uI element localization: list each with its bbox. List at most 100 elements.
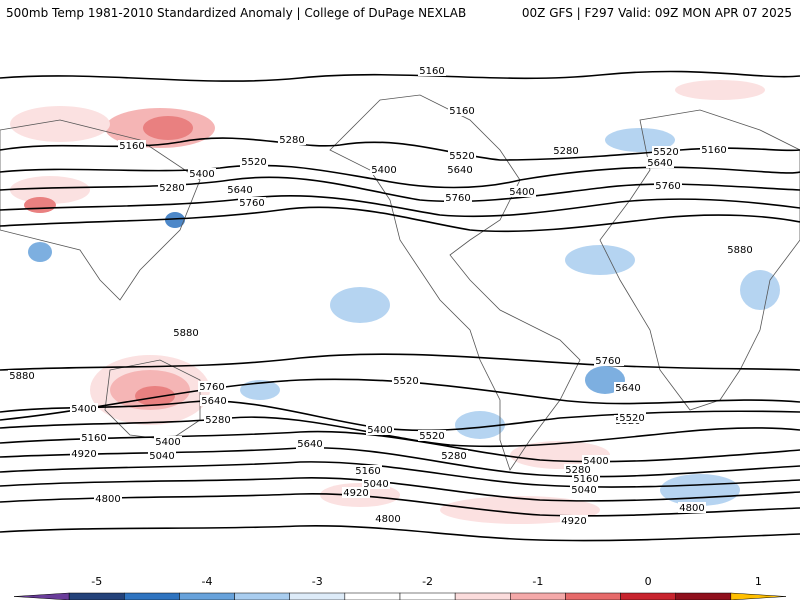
- contour-label-bg: [240, 156, 268, 167]
- contour-label-bg: [726, 244, 754, 255]
- contour-label: 5160: [119, 141, 144, 152]
- contour-label: 5280: [279, 135, 304, 146]
- contour-label: 5760: [239, 198, 264, 209]
- asia-outline: [0, 119, 201, 301]
- contour-label-bg: [374, 513, 402, 524]
- contour-label: 5160: [701, 145, 726, 156]
- contour-label-bg: [418, 430, 446, 441]
- contour-label-bg: [238, 197, 266, 208]
- colorbar-segment: [399, 592, 456, 601]
- contour-5760-south: [0, 378, 800, 421]
- contour-label: 5520: [393, 376, 418, 387]
- contour-label-bg: [278, 134, 306, 145]
- colorbar-segment: [124, 592, 180, 601]
- contour-label-bg: [654, 180, 682, 191]
- contour-label: 5520: [419, 431, 444, 442]
- contour-label-bg: [204, 414, 232, 425]
- colorbar-tick-label: -4: [202, 575, 213, 588]
- colorbar-segment: [675, 592, 732, 601]
- contour-label: 5640: [227, 185, 252, 196]
- contour-label-bg: [226, 184, 254, 195]
- contour-label-bg: [618, 412, 646, 423]
- contour-label-bg: [614, 382, 642, 393]
- contour-label: 5520: [619, 413, 644, 424]
- contour-label: 4920: [561, 516, 586, 527]
- contour-5400: [0, 164, 800, 189]
- contour-label-bg: [158, 182, 186, 193]
- contour-label-bg: [508, 186, 536, 197]
- contour-label-bg: [188, 168, 216, 179]
- contour-label: 5520: [449, 151, 474, 162]
- contour-label-bg: [148, 450, 176, 461]
- contour-label-bg: [552, 145, 580, 156]
- contour-label-bg: [70, 403, 98, 414]
- contour-label: 5640: [447, 165, 472, 176]
- contour-label: 4800: [95, 494, 120, 505]
- contour-label: 4800: [679, 503, 704, 514]
- contour-label-bg: [392, 375, 420, 386]
- contour-label-bg: [362, 478, 390, 489]
- contour-label: 5880: [9, 371, 34, 382]
- contour-5640: [0, 194, 800, 218]
- contour-label-bg: [448, 105, 476, 116]
- colorbar-tick-label: -2: [422, 575, 433, 588]
- contour-label-bg: [448, 150, 476, 161]
- contour-label: 5400: [371, 165, 396, 176]
- contour-5280-south: [0, 446, 800, 478]
- contour-label-bg: [446, 164, 474, 175]
- contour-label: 5160: [573, 474, 598, 485]
- contour-label-bg: [80, 432, 108, 443]
- contour-5280: [0, 137, 800, 161]
- contour-label: 5160: [355, 466, 380, 477]
- contour-label-bg: [700, 144, 728, 155]
- contour-label: 5280: [159, 183, 184, 194]
- contour-label: 5160: [419, 66, 444, 77]
- contour-5160-south: [0, 461, 800, 488]
- contour-label: 5640: [615, 383, 640, 394]
- contour-label-bg: [652, 146, 680, 157]
- contour-5880: [0, 353, 800, 371]
- contour-label: 5640: [647, 158, 672, 169]
- colorbar-segment: [344, 592, 401, 601]
- contour-label-bg: [594, 355, 622, 366]
- contour-label-bg: [418, 65, 446, 76]
- contour-4920-south: [0, 493, 800, 517]
- contour-label-bg: [70, 448, 98, 459]
- contour-label: 5760: [595, 356, 620, 367]
- contour-label: 5760: [655, 181, 680, 192]
- contour-label-bg: [154, 436, 182, 447]
- contour-label: 5040: [571, 485, 596, 496]
- colorbar-end-arrow-low: [13, 592, 70, 601]
- contour-label: 5280: [565, 465, 590, 476]
- contour-label: 4920: [71, 449, 96, 460]
- contour-label-bg: [200, 395, 228, 406]
- contour-label-bg: [678, 502, 706, 513]
- contour-label: 5760: [445, 193, 470, 204]
- australia-outline: [104, 359, 201, 441]
- colorbar-segment: [234, 592, 290, 601]
- contour-label: 5280: [553, 146, 578, 157]
- contour-label: 5640: [201, 396, 226, 407]
- contour-label-bg: [118, 140, 146, 151]
- contour-label: 5400: [367, 425, 392, 436]
- contour-label: 5520: [241, 157, 266, 168]
- contour-5400-south: [0, 430, 800, 463]
- contour-label: 5520: [653, 147, 678, 158]
- contour-label-bg: [342, 487, 370, 498]
- contour-label: 5280: [205, 415, 230, 426]
- colorbar-tick-label: -5: [91, 575, 102, 588]
- colorbar-tick-label: 1: [755, 575, 762, 588]
- contour-label: 5640: [297, 439, 322, 450]
- colorbar-segment: [179, 592, 235, 601]
- contour-4800-south: [0, 525, 800, 542]
- contour-label-bg: [440, 450, 468, 461]
- colorbar-tick-label: 0: [645, 575, 652, 588]
- contour-label-bg: [172, 327, 200, 338]
- colorbar-segment: [620, 592, 676, 601]
- contour-label-bg: [296, 438, 324, 449]
- colorbar-segment: [68, 592, 125, 601]
- colorbar-graphic: -5-4-3-2-1012345: [13, 575, 787, 601]
- colorbar-segment: [565, 592, 621, 601]
- contour-label-bg: [582, 455, 610, 466]
- colorbar-segment: [510, 592, 566, 601]
